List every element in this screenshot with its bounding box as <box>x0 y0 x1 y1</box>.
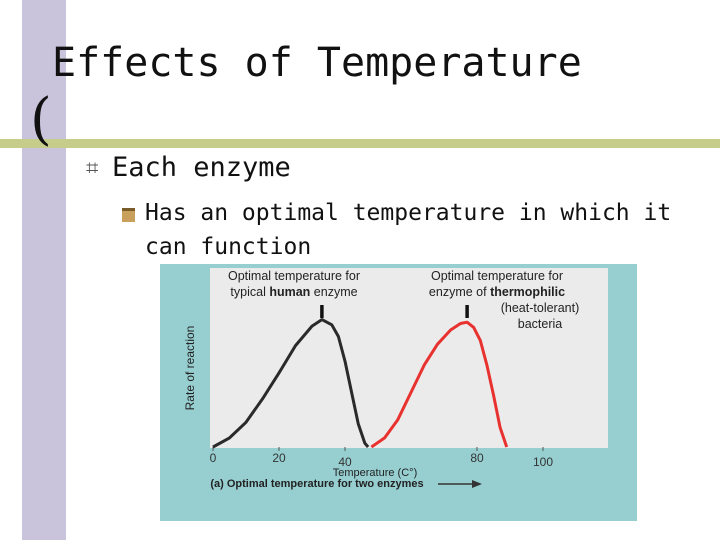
y-axis-label: Rate of reaction <box>183 326 197 411</box>
human-optimum-label: Optimal temperature for <box>228 269 360 283</box>
x-tick-label: 20 <box>272 451 286 465</box>
thermophile-optimum-label: Optimal temperature for <box>431 269 563 283</box>
sidebar-decoration <box>22 0 66 540</box>
slide-title: Effects of Temperature <box>52 40 582 86</box>
plot-area <box>210 268 608 448</box>
human-enzyme-curve <box>212 318 370 449</box>
x-tick-label: 0 <box>210 451 217 465</box>
x-axis-arrowhead <box>472 480 482 488</box>
human-optimum-label: typical human enzyme <box>230 285 357 299</box>
title-underline <box>0 139 720 148</box>
thermophile-optimum-label: enzyme of thermophilic <box>429 285 565 299</box>
x-tick-label: 40 <box>338 455 352 469</box>
thermophile-optimum-label: bacteria <box>518 317 563 331</box>
bracket-decoration: ( <box>30 87 52 152</box>
x-axis-label: Temperature (C°) <box>333 467 417 479</box>
bullet-cross-icon: ⌗ <box>86 156 99 181</box>
chart-caption: (a) Optimal temperature for two enzymes <box>210 478 423 490</box>
thermophile-enzyme-curve <box>370 320 509 449</box>
thermophile-optimum-label: (heat-tolerant) <box>501 301 580 315</box>
bullet-optimal-temperature: Has an optimal temperature in which it c… <box>145 200 672 260</box>
x-tick-label: 80 <box>470 451 484 465</box>
bullet-square-icon <box>122 208 135 222</box>
x-tick-label: 100 <box>533 455 553 469</box>
bullet-each-enzyme: Each enzyme <box>112 152 291 183</box>
